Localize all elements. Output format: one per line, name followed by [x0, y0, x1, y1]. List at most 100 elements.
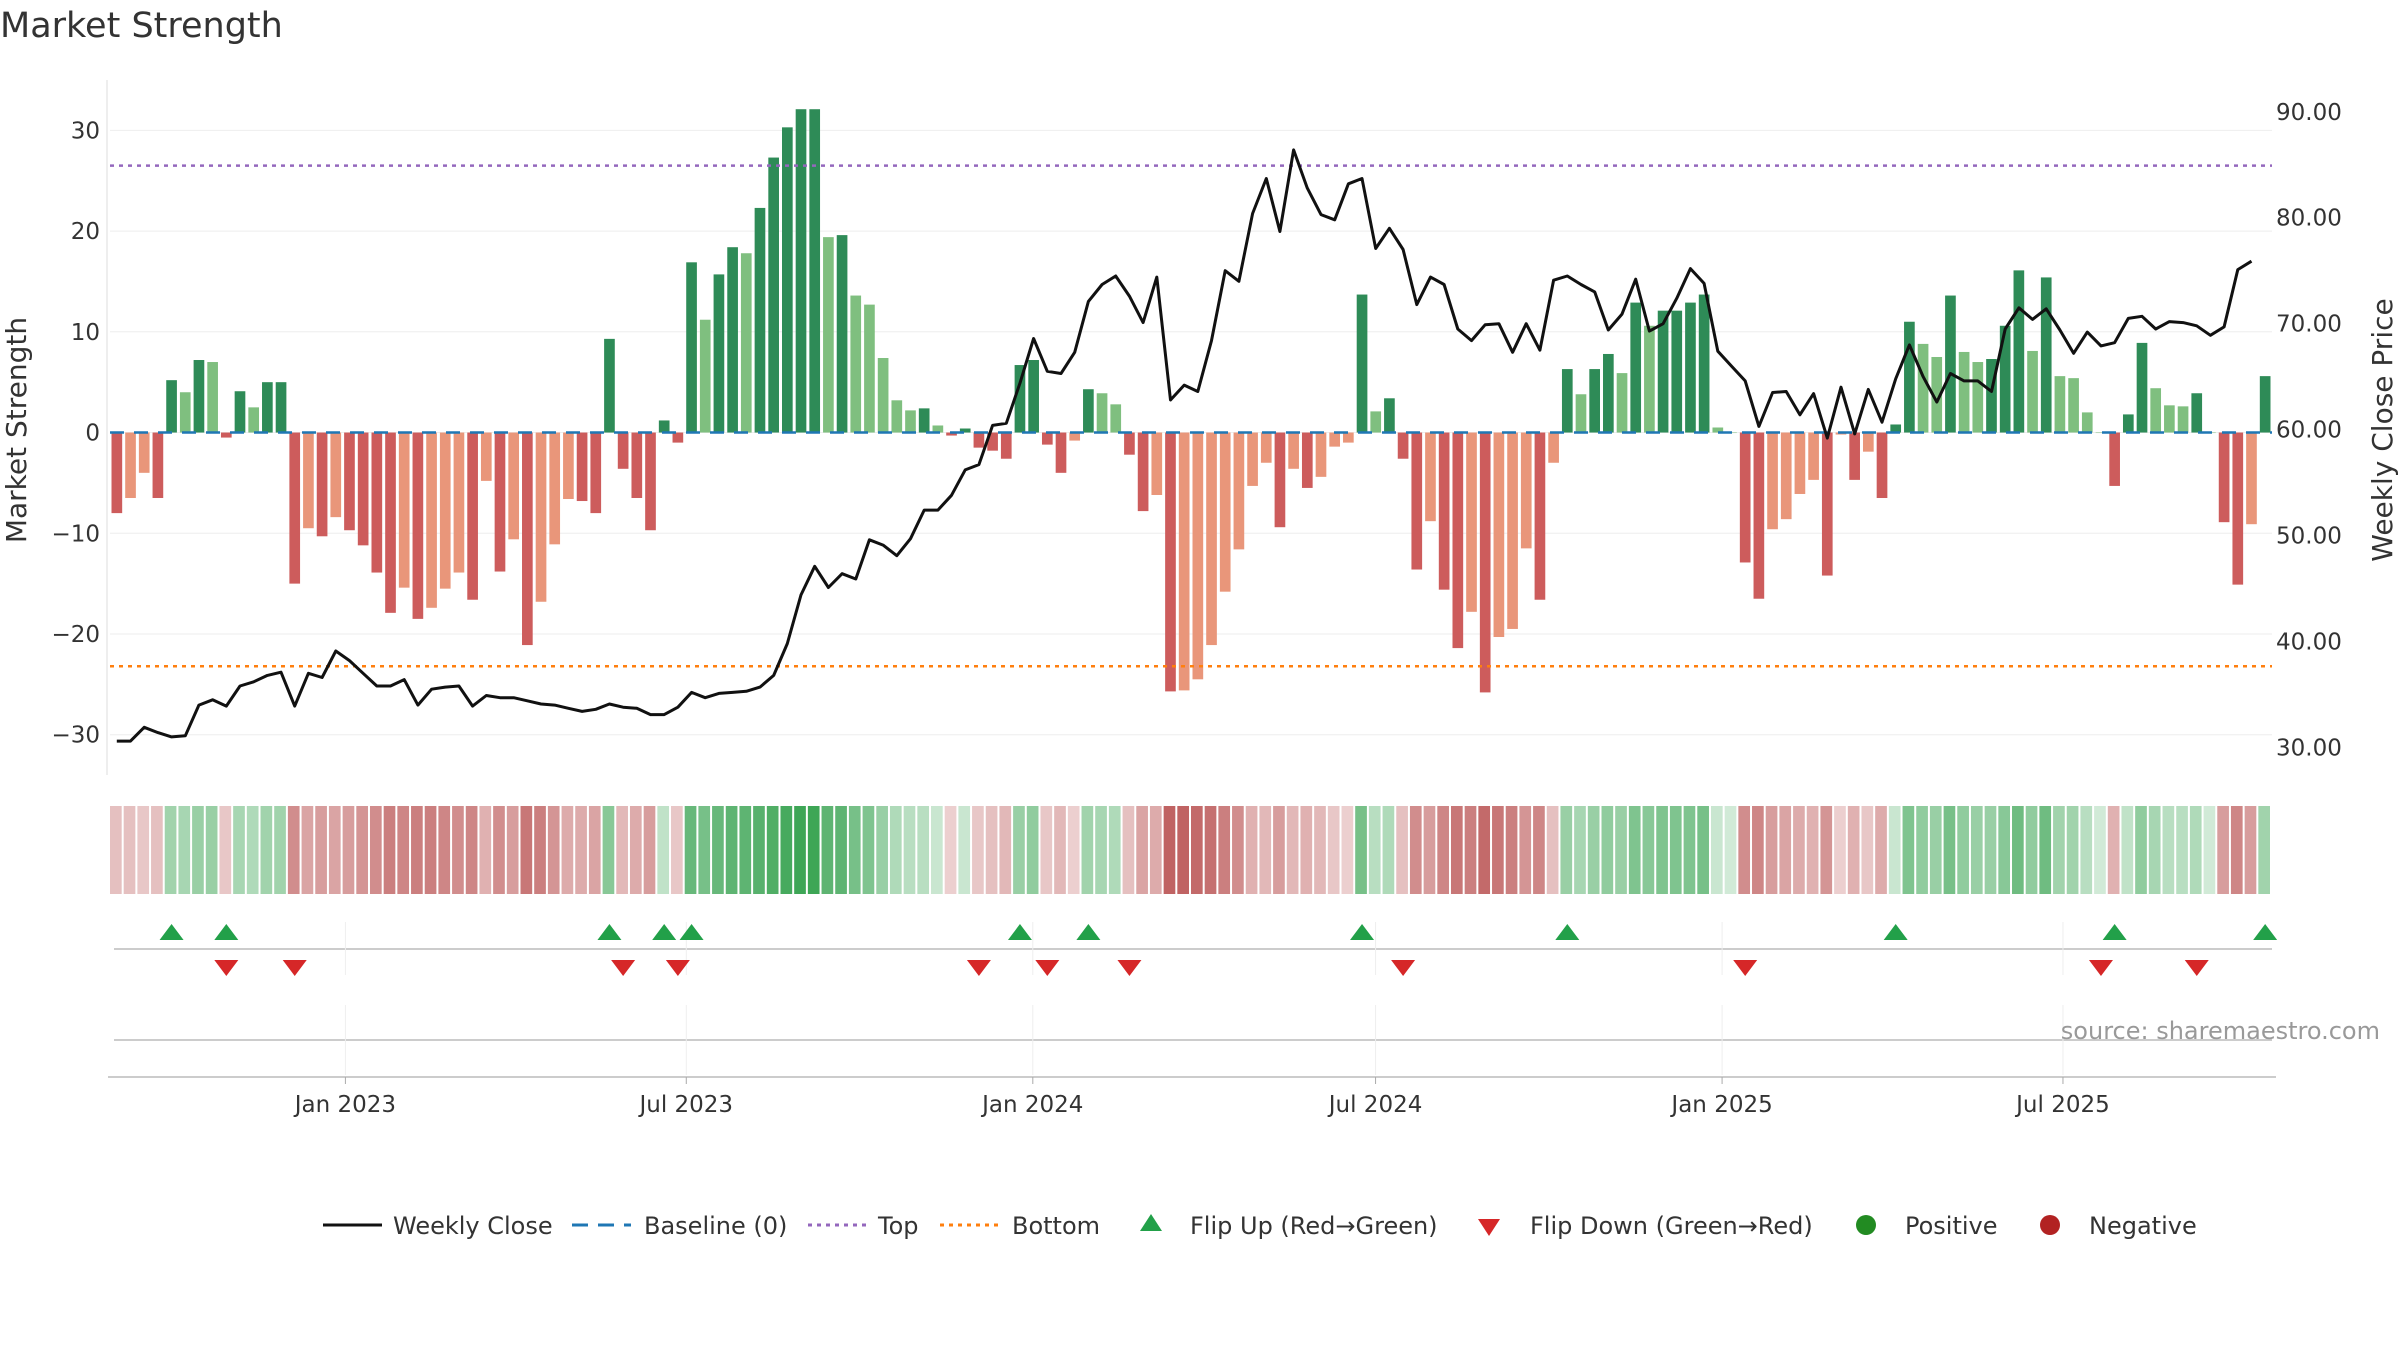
strip-cell: [520, 806, 533, 894]
strength-bar: [781, 127, 793, 433]
strip-cell: [1450, 806, 1463, 894]
strip-cell: [1806, 806, 1819, 894]
strip-cell: [1834, 806, 1846, 894]
strength-bar: [1753, 432, 1765, 599]
strip-cell: [1505, 806, 1518, 894]
y2-tick-label: 90.00: [2276, 100, 2342, 126]
strength-bar: [1794, 432, 1806, 494]
strip-cell: [328, 806, 341, 894]
strip-cell: [1409, 806, 1422, 894]
strength-bar: [262, 382, 273, 433]
strength-bar: [1712, 427, 1724, 433]
y-tick-label: −10: [51, 521, 100, 547]
strip-cell: [848, 806, 861, 894]
strength-bar: [1780, 432, 1792, 520]
strength-bar: [1507, 432, 1518, 629]
strength-bar: [494, 432, 506, 572]
strip-cell: [807, 806, 820, 894]
strength-bar: [795, 109, 807, 433]
strip-cell: [2148, 806, 2161, 894]
strip-cell: [2107, 806, 2120, 894]
strength-bar: [576, 432, 588, 502]
strength-bar: [467, 432, 478, 600]
strip-cell: [1970, 806, 1983, 894]
strength-bar: [1055, 432, 1067, 473]
strength-bar: [2150, 388, 2162, 433]
strip-cell: [2203, 806, 2216, 894]
x-tick-label: Jul 2023: [637, 1092, 733, 1118]
strip-cell: [766, 806, 779, 894]
x-tick-label: Jan 2023: [293, 1092, 396, 1118]
strip-cell: [1943, 806, 1956, 894]
strength-bar: [1972, 362, 1984, 433]
strength-bar: [672, 432, 684, 443]
strength-bar: [1958, 351, 1970, 433]
strip-cell: [1136, 806, 1148, 894]
strength-bar: [1630, 302, 1642, 433]
strength-bar: [877, 358, 889, 433]
strip-cell: [438, 806, 451, 894]
strength-bar: [1917, 343, 1929, 433]
strip-cell: [192, 806, 204, 894]
flip-down-marker: [1391, 960, 1416, 976]
strip-cell: [684, 806, 697, 894]
flip-up-marker: [1007, 924, 1032, 940]
strip-cell: [397, 806, 410, 894]
strip-cell: [1095, 806, 1107, 894]
strip-cell: [629, 806, 642, 894]
strip-cell: [1245, 806, 1258, 894]
strip-cell: [1122, 806, 1135, 894]
strength-bar: [1397, 432, 1409, 459]
strip-cell: [1957, 806, 1969, 894]
strip-cell: [2025, 806, 2038, 894]
x-tick-label: Jan 2024: [980, 1092, 1083, 1118]
strength-bar: [1603, 353, 1614, 433]
flip-up-marker: [2102, 924, 2127, 940]
strip-cell: [246, 806, 259, 894]
strength-bar: [2259, 376, 2271, 433]
weekly-close-line: [116, 148, 2253, 743]
strength-bar: [1534, 432, 1546, 600]
strip-cell: [1998, 806, 2011, 894]
strip-cell: [2121, 806, 2134, 894]
strength-bar: [1520, 432, 1532, 549]
y-tick-label: −30: [51, 723, 100, 749]
strip-cell: [2012, 806, 2024, 894]
strength-bar: [1986, 359, 1997, 433]
left-axis-title: Market Strength: [0, 317, 33, 543]
strip-cell: [958, 806, 971, 894]
strength-bar: [2177, 406, 2189, 433]
strip-cell: [2053, 806, 2065, 894]
strength-bar: [193, 360, 205, 433]
strength-bar: [1137, 432, 1149, 512]
strength-bar: [1014, 365, 1026, 433]
strip-cell: [1724, 806, 1737, 894]
strip-cell: [2039, 806, 2052, 894]
strength-bar: [658, 420, 670, 433]
strength-bar: [2095, 432, 2107, 434]
strip-cell: [2080, 806, 2093, 894]
strip-cell: [411, 806, 423, 894]
flip-up-marker: [652, 924, 677, 940]
legend-flip-up-icon: [1140, 1214, 1162, 1231]
strength-bar: [1425, 432, 1436, 522]
y2-tick-label: 30.00: [2276, 735, 2342, 761]
strength-bar: [1301, 432, 1313, 488]
legend-positive-label: Positive: [1905, 1212, 1998, 1240]
legend-negative-label: Negative: [2089, 1212, 2197, 1240]
strip-cell: [1437, 806, 1449, 894]
strength-bar: [1096, 393, 1108, 433]
strength-bar: [371, 432, 383, 573]
strength-bar: [2013, 270, 2025, 433]
flip-down-marker: [1117, 960, 1142, 976]
strip-cell: [972, 806, 984, 894]
strip-cell: [1286, 806, 1299, 894]
strength-bar: [357, 432, 369, 546]
strength-bar: [1178, 432, 1190, 691]
strip-cell: [1191, 806, 1203, 894]
strip-cell: [1382, 806, 1395, 894]
strength-bar: [1644, 325, 1655, 433]
strip-cell: [219, 806, 232, 894]
strip-cell: [1492, 806, 1504, 894]
strip-cell: [1464, 806, 1477, 894]
